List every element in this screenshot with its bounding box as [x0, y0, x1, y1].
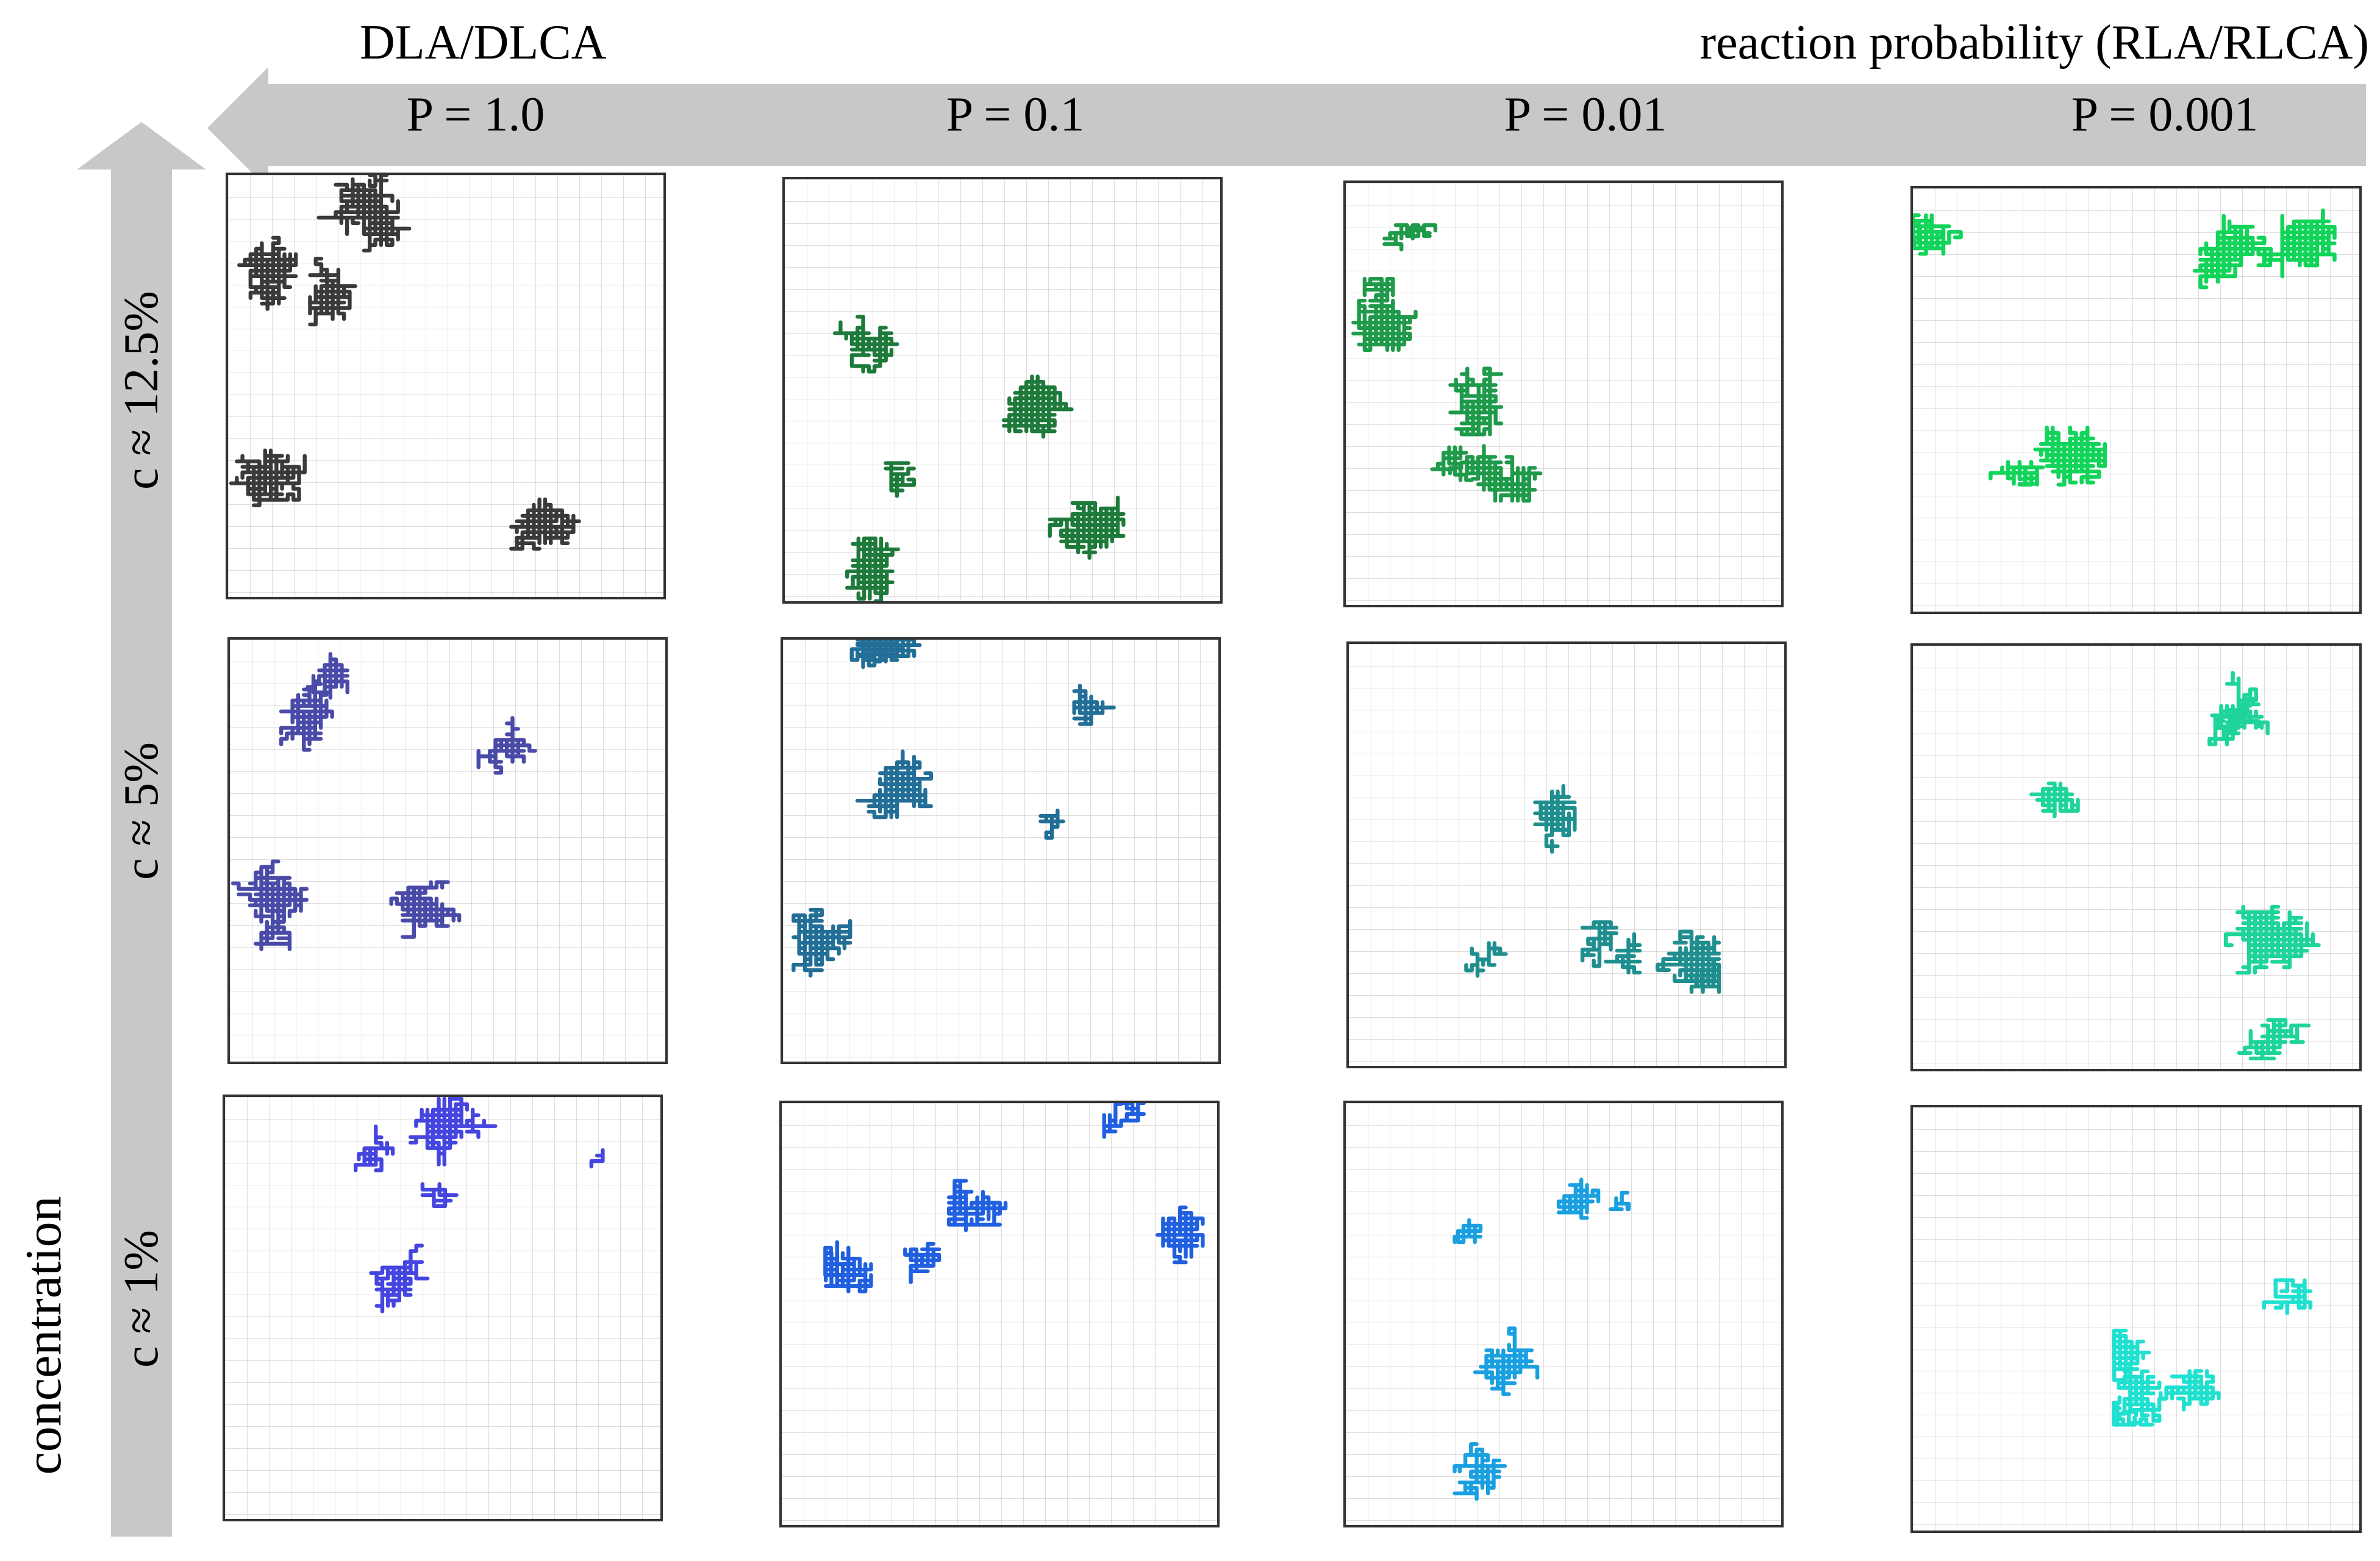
- cluster-panel: [227, 637, 668, 1064]
- cluster-path: [229, 175, 581, 551]
- concentration-axis-label: concentration: [15, 1196, 72, 1475]
- cluster-drawing: [1453, 1177, 1631, 1501]
- cluster-panel: [226, 173, 666, 599]
- cluster-path: [353, 1097, 605, 1313]
- cluster-drawing: [230, 652, 537, 951]
- cluster-drawing: [823, 1103, 1205, 1294]
- cluster-drawing: [1913, 208, 2337, 487]
- vertical-arrow: [77, 122, 206, 1537]
- row-label-12-5: c ≈ 12.5%: [115, 290, 168, 490]
- cluster-path: [230, 652, 537, 951]
- cluster-panel: [781, 637, 1221, 1064]
- cluster-panel: [1910, 186, 2362, 614]
- column-label-p0001: P = 0.001: [2071, 88, 2259, 141]
- cluster-drawing: [792, 640, 1116, 978]
- cluster-path: [2112, 1278, 2313, 1427]
- cluster-drawing: [229, 175, 581, 551]
- cluster-drawing: [2112, 1278, 2313, 1427]
- column-label-p001: P = 0.01: [1504, 88, 1667, 141]
- cluster-panel: [782, 177, 1223, 604]
- row-label-5: c ≈ 5%: [115, 741, 168, 881]
- cluster-path: [832, 315, 1126, 601]
- dla-dlca-label: DLA/DLCA: [360, 16, 607, 70]
- cluster-path: [823, 1103, 1205, 1294]
- cluster-panel: [1343, 180, 1784, 607]
- column-label-p1: P = 1.0: [406, 88, 545, 141]
- cluster-panel: [1343, 1101, 1784, 1527]
- cluster-path: [1351, 223, 1543, 503]
- reaction-probability-label: reaction probability (RLA/RLCA): [1699, 16, 2369, 70]
- cluster-panel: [779, 1101, 1220, 1527]
- column-label-p01: P = 0.1: [946, 88, 1085, 141]
- cluster-panel: [1910, 1105, 2362, 1533]
- cluster-drawing: [1464, 784, 1721, 994]
- cluster-path: [1464, 784, 1721, 994]
- cluster-path: [2029, 671, 2321, 1060]
- cluster-drawing: [1351, 223, 1543, 503]
- horizontal-arrow: [207, 67, 2366, 189]
- cluster-drawing: [832, 315, 1126, 601]
- cluster-path: [1913, 208, 2337, 487]
- cluster-drawing: [2029, 671, 2321, 1060]
- cluster-path: [792, 640, 1116, 978]
- cluster-panel: [1910, 643, 2362, 1071]
- cluster-path: [1453, 1177, 1631, 1501]
- cluster-drawing: [353, 1097, 605, 1313]
- row-label-1: c ≈ 1%: [115, 1229, 168, 1368]
- cluster-panel: [223, 1095, 663, 1521]
- cluster-panel: [1346, 641, 1787, 1068]
